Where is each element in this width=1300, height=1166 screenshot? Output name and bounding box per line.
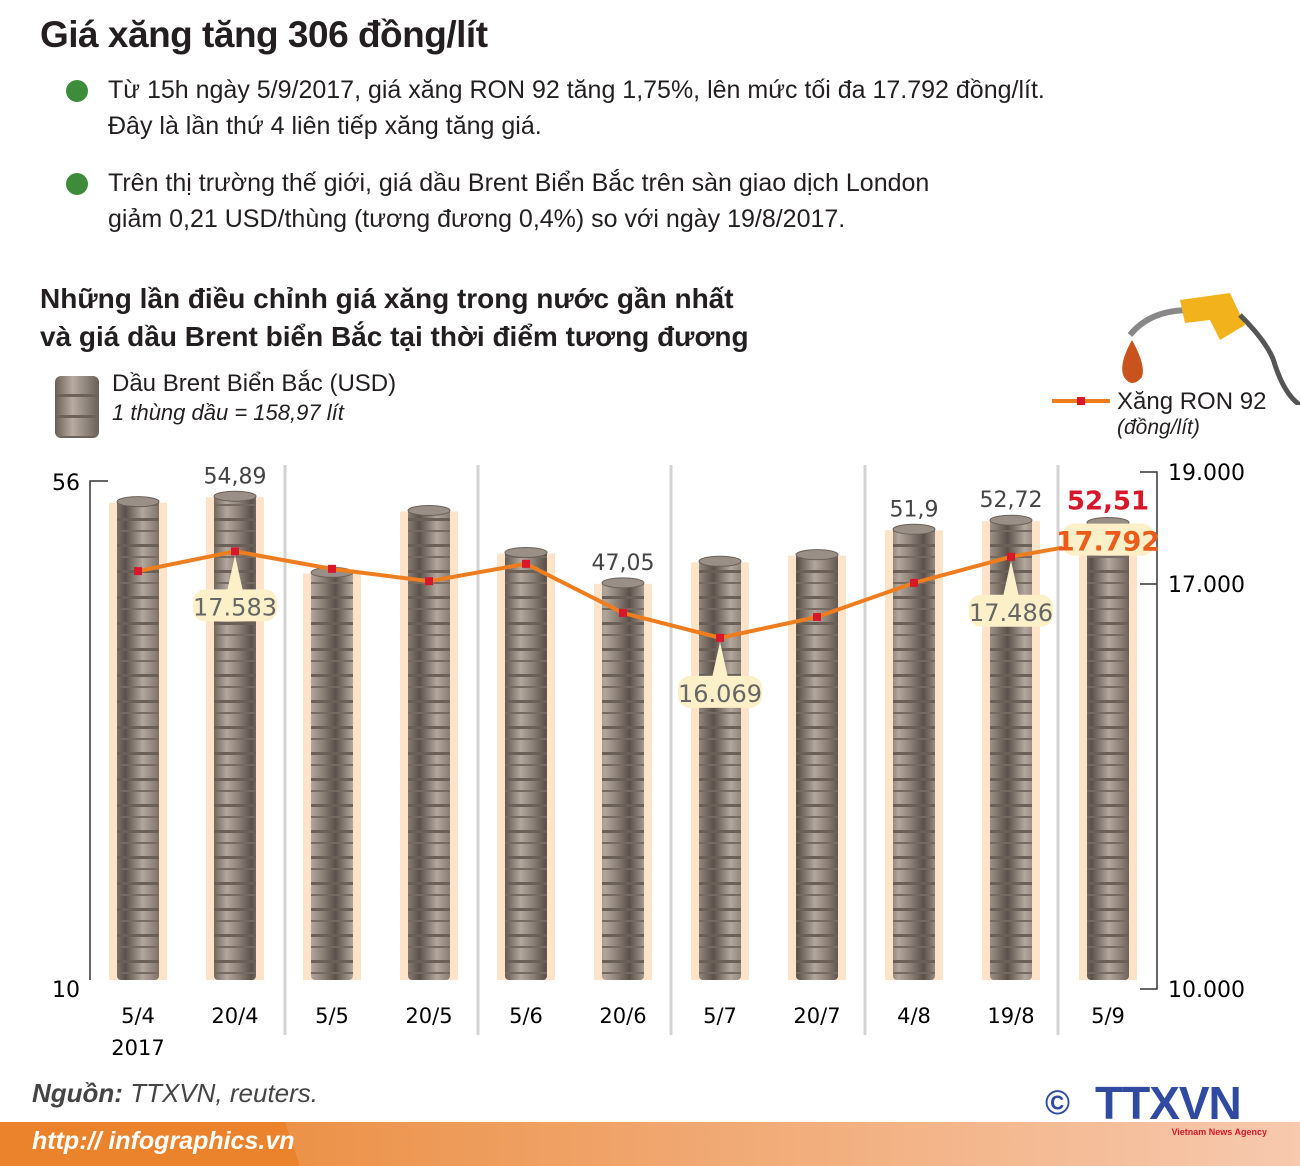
legend-line-icon (1052, 397, 1110, 405)
url-box (0, 1122, 300, 1166)
bar-barrel (602, 579, 644, 980)
x-tick-label: 20/7 (793, 1004, 840, 1028)
callout-pointer (712, 641, 728, 678)
bullet-line: Từ 15h ngày 5/9/2017, giá xăng RON 92 tă… (108, 76, 1045, 104)
ron-marker (328, 564, 336, 573)
x-tick-label: 20/6 (599, 1004, 646, 1028)
chart: 56 10 19.000 17.000 10.000 5/4 54,89 20/4 5/5 20/… (52, 461, 1245, 1060)
chart-title-line: Những lần điều chỉnh giá xăng trong nước… (40, 283, 734, 314)
source: Nguồn: TTXVN, reuters. (32, 1078, 318, 1109)
barrel-top (116, 496, 160, 508)
legend-ron-label: Xăng RON 92 (1117, 388, 1267, 415)
right-tick-label: 19.000 (1168, 461, 1245, 486)
ron-marker (619, 608, 627, 617)
right-tick-label: 10.000 (1168, 978, 1245, 1003)
bar-value-label: 52,72 (980, 488, 1043, 513)
chart-title-line: và giá dầu Brent biển Bắc tại thời điểm … (40, 321, 749, 352)
ron-marker (813, 612, 821, 621)
copyright-icon: © (1045, 1084, 1071, 1122)
ron-marker (910, 578, 918, 587)
ron-marker (522, 559, 530, 568)
logo-text: TTXVN (1095, 1077, 1242, 1129)
bar-barrel (505, 549, 547, 980)
x-tick-label: 5/6 (509, 1004, 543, 1028)
barrel-top (407, 505, 451, 517)
barrel-top (795, 549, 839, 561)
ron-marker (134, 567, 142, 576)
ron-marker (716, 633, 724, 642)
legend-ron: Xăng RON 92 (đồng/lít) (1117, 388, 1266, 440)
callout-pointer (227, 555, 243, 592)
bullet-2: Trên thị trường thế giới, giá dầu Brent … (66, 165, 929, 237)
x-tick-label: 20/4 (211, 1004, 258, 1028)
barrel-top (989, 514, 1033, 526)
ron-value-label: 16.069 (678, 680, 762, 708)
page-title: Giá xăng tăng 306 đồng/lít (40, 14, 488, 55)
ron-marker (231, 547, 239, 556)
left-tick-label: 56 (52, 471, 80, 496)
x-tick-label: 5/9 (1091, 1004, 1125, 1028)
x-tick-label: 5/5 (315, 1004, 349, 1028)
bar-barrel (408, 507, 450, 980)
bullet-line: Trên thị trường thế giới, giá dầu Brent … (108, 169, 930, 197)
bullet-line: Đây là lần thứ 4 liên tiếp xăng tăng giá… (108, 112, 542, 140)
logo-tagline: Vietnam News Agency (1171, 1127, 1267, 1137)
ron-value-label: 17.792 (1056, 527, 1160, 558)
x-tick-label: 20/5 (405, 1004, 452, 1028)
legend-brent-label: Dầu Brent Biển Bắc (USD) (112, 370, 397, 397)
bar-barrel (796, 551, 838, 980)
bullet-dot-icon (66, 80, 88, 102)
barrel-top (213, 490, 257, 502)
site-link[interactable]: http:// infographics.vn (32, 1127, 295, 1155)
barrel-top (504, 546, 548, 558)
right-tick-label: 17.000 (1168, 573, 1245, 598)
bar-value-label: 54,89 (204, 464, 267, 489)
bar-barrel (1087, 519, 1129, 980)
barrel-icon (55, 376, 99, 438)
left-axis (89, 480, 108, 980)
right-axis (1140, 471, 1158, 990)
fuel-nozzle-icon (1122, 293, 1300, 405)
barrel-top (698, 555, 742, 567)
chart-title: Những lần điều chỉnh giá xăng trong nước… (40, 280, 749, 356)
left-tick-label: 10 (52, 978, 80, 1003)
bar-value-label: 51,9 (890, 497, 939, 522)
ron-marker (425, 577, 433, 586)
bar-barrel (699, 558, 741, 980)
bar-barrel (117, 498, 159, 980)
barrel-top (892, 523, 936, 535)
ron-callout (193, 589, 277, 622)
bar-value-label: 47,05 (592, 551, 655, 576)
x-tick-label: 4/8 (897, 1004, 931, 1028)
ron-value-label: 17.486 (969, 599, 1053, 627)
legend-ron-unit: (đồng/lít) (1117, 416, 1200, 439)
bar-barrel (893, 526, 935, 980)
x-tick-label: 19/8 (987, 1004, 1034, 1028)
ron-callout (1062, 523, 1154, 556)
x-tick-label: 5/4 (121, 1004, 155, 1028)
bar-barrel (311, 569, 353, 980)
ttxvn-logo: © TTXVN Vietnam News Agency (1045, 1080, 1275, 1140)
ron-marker (1007, 552, 1015, 561)
bar-value-label: 52,51 (1067, 487, 1149, 517)
x-tick-label: 5/7 (703, 1004, 737, 1028)
x-year-label: 2017 (111, 1036, 164, 1060)
barrel-top (601, 577, 645, 589)
callout-pointer (1003, 560, 1019, 597)
bullet-line: giảm 0,21 USD/thùng (tương đương 0,4%) s… (108, 205, 846, 233)
ron-value-label: 17.583 (193, 593, 277, 621)
ron-callout (678, 675, 762, 708)
bullet-1: Từ 15h ngày 5/9/2017, giá xăng RON 92 tă… (66, 72, 1045, 144)
legend-brent: Dầu Brent Biển Bắc (USD) 1 thùng dầu = 1… (112, 370, 396, 426)
bullet-dot-icon (66, 173, 88, 195)
bar-barrel (990, 517, 1032, 980)
legend-brent-note: 1 thùng dầu = 158,97 lít (112, 400, 344, 425)
ron-callout (969, 594, 1053, 627)
source-label: Nguồn: (32, 1078, 123, 1108)
source-text: TTXVN, reuters. (122, 1078, 319, 1108)
